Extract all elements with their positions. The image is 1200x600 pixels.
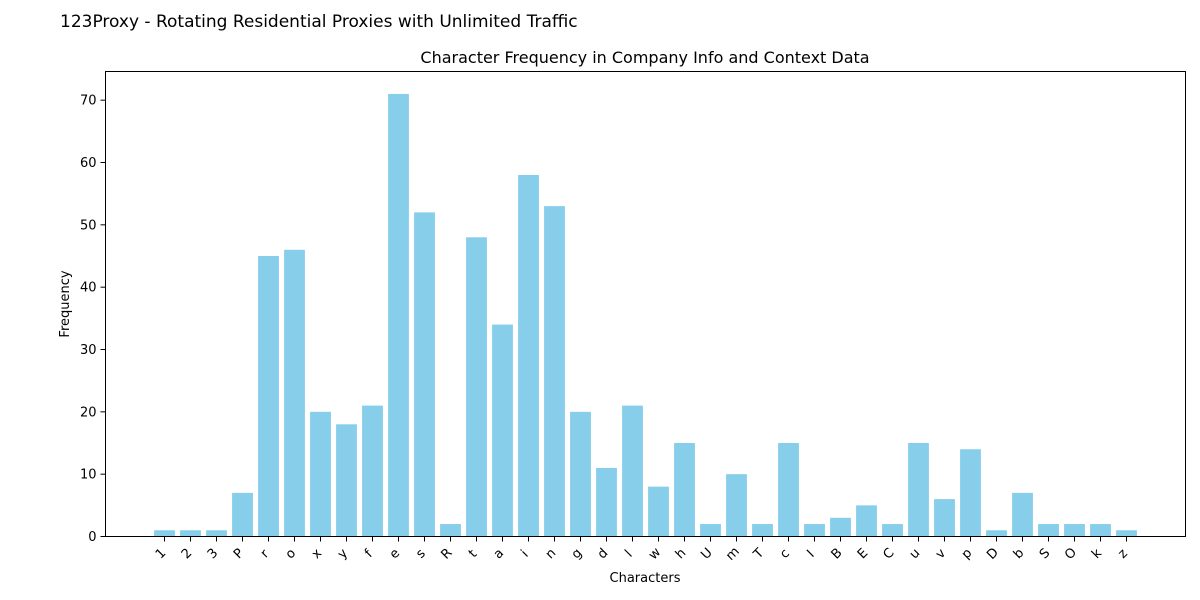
bar bbox=[1090, 524, 1111, 537]
x-tick-label: U bbox=[698, 545, 715, 562]
y-axis: 0 10 20 30 40 50 60 70 bbox=[80, 94, 106, 545]
bar bbox=[180, 530, 201, 537]
y-tick-label: 40 bbox=[80, 281, 97, 296]
y-tick-label: 10 bbox=[80, 468, 97, 483]
y-tick-label: 30 bbox=[80, 343, 97, 358]
bar bbox=[1116, 530, 1137, 537]
x-tick-label: B bbox=[829, 546, 846, 563]
bar bbox=[544, 206, 565, 537]
x-tick-label: g bbox=[569, 546, 585, 562]
bar bbox=[206, 530, 227, 537]
bar bbox=[466, 237, 487, 537]
x-tick-label: x bbox=[309, 546, 325, 562]
x-tick-label: e bbox=[387, 546, 403, 562]
x-tick-label: f bbox=[362, 547, 376, 561]
bar bbox=[934, 499, 955, 537]
bar bbox=[440, 524, 461, 537]
x-tick-label: n bbox=[543, 546, 559, 562]
bar bbox=[284, 249, 305, 537]
bar bbox=[856, 505, 877, 537]
x-tick-label: D bbox=[984, 545, 1002, 563]
x-tick-label: l bbox=[622, 547, 635, 560]
figure-suptitle: 123Proxy - Rotating Residential Proxies … bbox=[60, 12, 578, 32]
x-tick-label: r bbox=[258, 546, 273, 561]
x-tick-label: c bbox=[777, 546, 793, 562]
x-tick-label: t bbox=[466, 547, 480, 561]
bar bbox=[570, 411, 591, 537]
bar bbox=[362, 405, 383, 537]
bar bbox=[700, 524, 721, 537]
x-tick-label: y bbox=[335, 546, 351, 562]
x-tick-label: p bbox=[959, 546, 975, 562]
bar bbox=[336, 424, 357, 537]
x-tick-label: w bbox=[646, 545, 664, 563]
bar bbox=[648, 486, 669, 537]
bar bbox=[752, 524, 773, 537]
plot-frame bbox=[105, 71, 1186, 537]
x-tick-label: 1 bbox=[153, 546, 169, 562]
bar bbox=[596, 467, 617, 537]
x-tick-label: o bbox=[283, 546, 299, 562]
x-tick-label: k bbox=[1089, 546, 1105, 562]
y-axis-label: Frequency bbox=[58, 270, 73, 337]
chart-title: Character Frequency in Company Info and … bbox=[420, 48, 869, 67]
bar bbox=[726, 474, 747, 537]
bar bbox=[960, 449, 981, 537]
bar bbox=[804, 524, 825, 537]
bar bbox=[908, 443, 929, 537]
x-tick-label: 2 bbox=[179, 546, 195, 562]
y-tick-label: 70 bbox=[80, 94, 97, 109]
x-tick-label: s bbox=[413, 546, 429, 562]
bar bbox=[830, 517, 851, 537]
x-tick-label: h bbox=[673, 546, 689, 562]
bar bbox=[492, 324, 513, 537]
bar bbox=[310, 411, 331, 537]
bar bbox=[778, 443, 799, 537]
x-tick-label: O bbox=[1062, 545, 1080, 563]
bar bbox=[518, 174, 539, 537]
x-tick-label: E bbox=[855, 546, 871, 562]
bar bbox=[1012, 492, 1033, 537]
bar bbox=[258, 256, 279, 537]
x-tick-label: i bbox=[518, 547, 531, 560]
bar bbox=[414, 212, 435, 537]
bar bbox=[1064, 524, 1085, 537]
bar bbox=[622, 405, 643, 537]
bar bbox=[986, 530, 1007, 537]
y-tick-label: 0 bbox=[88, 530, 96, 545]
x-tick-label: R bbox=[439, 546, 456, 563]
x-tick-label: 3 bbox=[205, 546, 221, 562]
y-tick-label: 50 bbox=[80, 218, 97, 233]
x-tick-label: T bbox=[750, 546, 767, 563]
bar bbox=[232, 492, 253, 537]
x-tick-label: a bbox=[491, 546, 507, 562]
bars bbox=[154, 93, 1137, 537]
x-tick-label: d bbox=[595, 546, 611, 562]
bar bbox=[674, 443, 695, 537]
x-tick-label: C bbox=[881, 546, 898, 563]
x-tick-label: u bbox=[907, 546, 923, 562]
y-tick-label: 20 bbox=[80, 405, 97, 420]
x-tick-label: b bbox=[1011, 546, 1027, 562]
y-tick-label: 60 bbox=[80, 156, 97, 171]
bar bbox=[882, 524, 903, 537]
x-tick-label: I bbox=[804, 547, 817, 560]
bar bbox=[388, 93, 409, 537]
x-tick-label: z bbox=[1115, 546, 1131, 562]
bar bbox=[1038, 524, 1059, 537]
x-tick-label: v bbox=[933, 546, 949, 562]
bar bbox=[154, 530, 175, 537]
x-tick-label: S bbox=[1037, 546, 1053, 562]
x-axis-label: Characters bbox=[610, 571, 681, 586]
x-tick-label: m bbox=[723, 544, 743, 564]
x-tick-label: P bbox=[231, 546, 247, 562]
